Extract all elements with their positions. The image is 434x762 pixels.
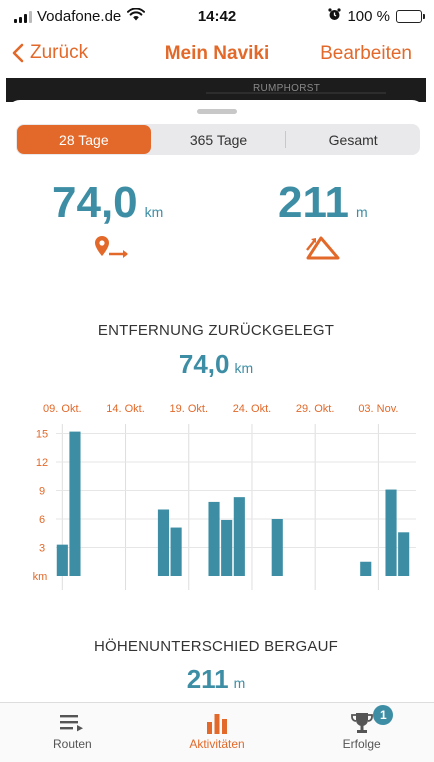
ascent-section-value: 211 m: [6, 664, 426, 695]
chart-bar: [157, 509, 170, 576]
tab-achievements[interactable]: Erfolge 1: [289, 703, 434, 762]
chart-bar: [56, 544, 68, 576]
navigation-bar: Zurück Mein Naviki Bearbeiten: [0, 34, 434, 76]
mountain-arrow-icon: [304, 232, 342, 267]
tab-achievements-label: Erfolge: [342, 737, 381, 751]
chart-bar: [385, 489, 397, 576]
carrier-area: Vodafone.de: [14, 7, 146, 25]
tab-routes[interactable]: Routen: [0, 703, 145, 762]
chart-x-tick-label: 24. Okt.: [233, 403, 272, 415]
ascent-summary: 211 m: [278, 178, 368, 228]
chart-bar: [360, 561, 372, 576]
tab-routes-label: Routen: [52, 737, 92, 751]
ascent-section-unit: m: [233, 675, 246, 691]
ascent-section-title: HÖHENUNTERSCHIED BERGAUF: [94, 638, 338, 655]
battery-area: 100 %: [328, 8, 425, 25]
trophy-icon: [350, 709, 374, 737]
chart-y-tick-label: 15: [36, 429, 48, 441]
tab-bar: Routen Aktivitäten Erfolge 1: [0, 702, 434, 762]
distance-section-unit: km: [234, 360, 254, 376]
chart-bar: [221, 519, 233, 576]
map-road: [206, 92, 386, 94]
chart-x-tick-label: 19. Okt.: [169, 403, 208, 415]
ascent-value: 211: [278, 178, 349, 227]
tab-365-days[interactable]: 365 Tage: [189, 131, 248, 148]
route-pin-arrow-icon: [92, 234, 132, 267]
routes-list-icon: [59, 709, 85, 737]
chart-bar: [208, 501, 220, 576]
map-place-label: RUMPHORST: [253, 83, 321, 94]
tab-28-days[interactable]: 28 Tage: [17, 125, 151, 154]
alarm-icon: [328, 8, 342, 25]
chart-x-tick-label: 29. Okt.: [296, 403, 335, 415]
tab-activities[interactable]: Aktivitäten: [145, 703, 290, 762]
notification-badge: 1: [373, 705, 394, 725]
statistics-sheet: 28 Tage 365 Tage Gesamt 74,0 km 211 m EN…: [6, 100, 426, 700]
segment-divider: [285, 131, 287, 148]
battery-icon: [396, 10, 425, 23]
distance-section-value: 74,0 km: [6, 349, 426, 380]
chart-bar: [271, 519, 283, 576]
chart-y-tick-label: 9: [39, 486, 45, 498]
signal-strength-icon: [14, 10, 32, 23]
bar-chart-icon: [205, 709, 229, 737]
back-label: Zurück: [30, 42, 89, 63]
carrier-name: Vodafone.de: [37, 8, 122, 25]
tab-total[interactable]: Gesamt: [328, 131, 378, 148]
distance-bar-chart[interactable]: 09. Okt. 14. Okt. 19. Okt. 24. Okt. 29. Okt.…: [6, 394, 426, 594]
distance-section-number: 74,0: [178, 349, 230, 379]
tab-activities-label: Aktivitäten: [189, 737, 245, 751]
sheet-grabber[interactable]: [197, 109, 237, 114]
chevron-left-icon: [12, 43, 24, 63]
chart-x-tick-label: 03. Nov.: [358, 403, 398, 415]
chart-y-tick-label: 3: [39, 543, 45, 555]
wifi-icon: [127, 7, 146, 25]
edit-button[interactable]: Bearbeiten: [320, 43, 412, 64]
map-view[interactable]: RUMPHORST: [6, 78, 426, 102]
battery-percentage: 100 %: [347, 8, 390, 25]
chart-bar: [233, 497, 245, 576]
chart-y-axis-unit: km: [33, 571, 48, 583]
chart-bar: [170, 527, 182, 576]
distance-chart-svg: 09. Okt. 14. Okt. 19. Okt. 24. Okt. 29. Okt.…: [33, 403, 416, 590]
distance-section-title: ENTFERNUNG ZURÜCKGELEGT: [97, 322, 335, 339]
time-range-selector: 28 Tage 365 Tage Gesamt: [16, 124, 420, 155]
distance-summary: 74,0 km: [52, 178, 163, 228]
chart-y-tick-label: 6: [39, 514, 45, 526]
distance-value: 74,0: [52, 178, 138, 227]
ascent-section-number: 211: [186, 664, 229, 694]
chart-bar: [69, 431, 81, 576]
chart-bar: [398, 532, 410, 576]
chart-y-tick-label: 12: [36, 457, 48, 469]
back-button[interactable]: Zurück: [12, 42, 88, 64]
distance-unit: km: [144, 204, 164, 220]
chart-x-tick-label: 14. Okt.: [106, 403, 145, 415]
status-bar: Vodafone.de 14:42 100 %: [0, 0, 434, 34]
chart-x-tick-label: 09. Okt.: [43, 403, 82, 415]
ascent-unit: m: [355, 204, 368, 220]
